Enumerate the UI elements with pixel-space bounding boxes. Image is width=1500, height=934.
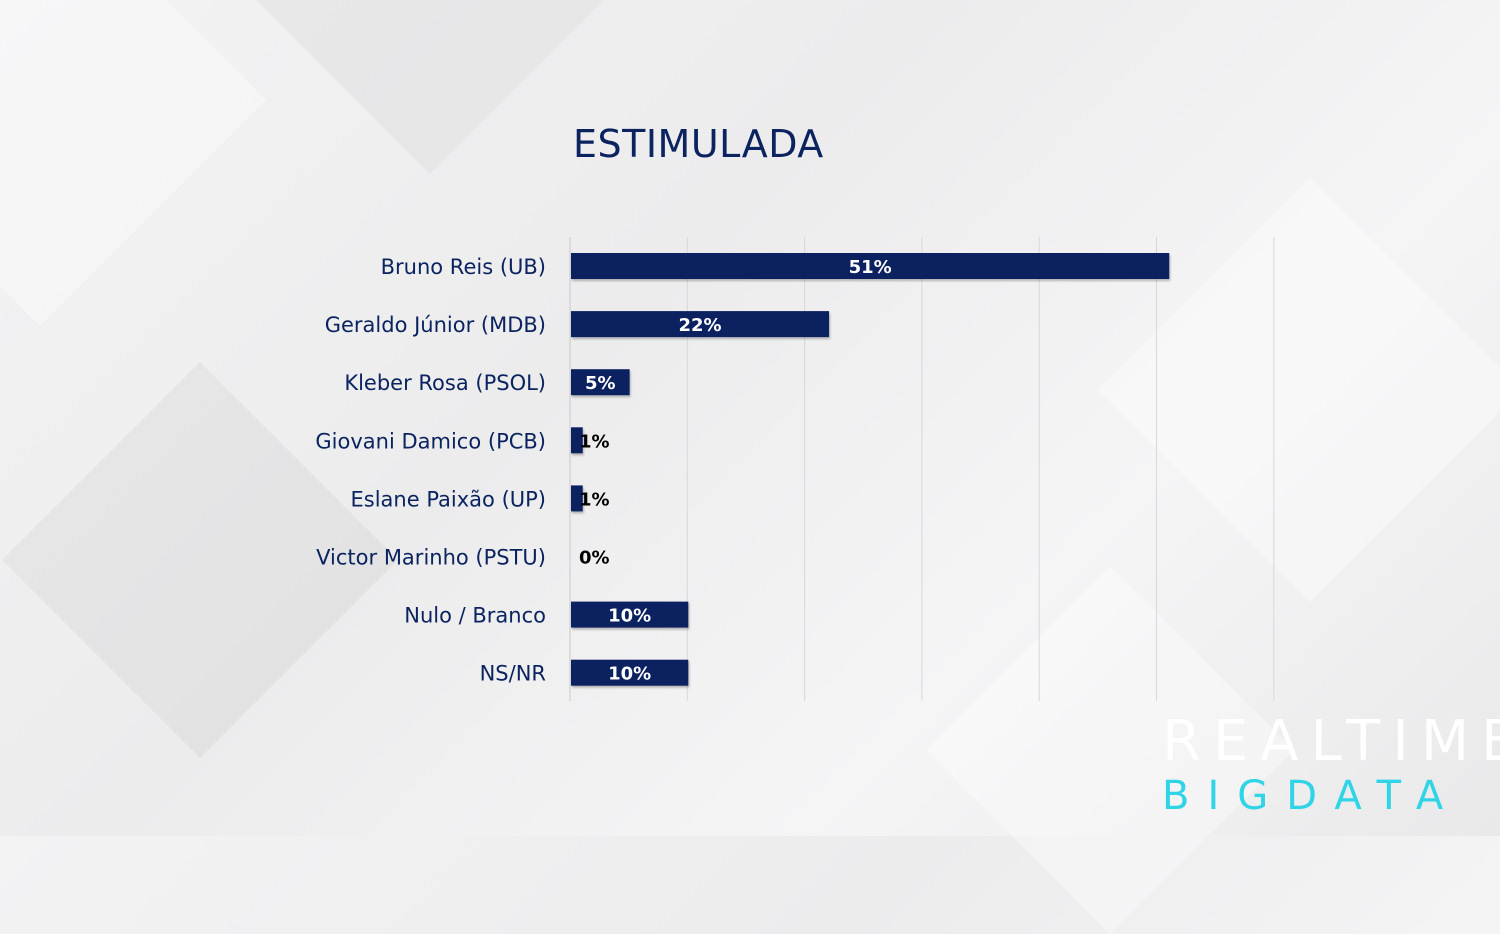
bar bbox=[571, 659, 689, 686]
category-label: Eslane Paixão (UP) bbox=[351, 487, 546, 511]
bar bbox=[571, 369, 630, 396]
category-label: Geraldo Júnior (MDB) bbox=[325, 313, 546, 337]
category-label: Giovani Damico (PCB) bbox=[315, 429, 546, 453]
value-label: 22% bbox=[678, 315, 721, 336]
category-labels: Bruno Reis (UB) Geraldo Júnior (MDB) Klebe… bbox=[315, 255, 546, 686]
chart-bars bbox=[571, 253, 1170, 686]
value-label: 1% bbox=[579, 431, 610, 452]
logo-line-1: REALTIME bbox=[1162, 709, 1500, 774]
bar bbox=[571, 311, 830, 338]
value-label: 0% bbox=[579, 548, 610, 569]
value-label: 1% bbox=[579, 489, 610, 510]
value-labels: 51% 22% 5% 1% 1% 0% 10% 10% bbox=[579, 257, 892, 685]
bar-chart: Bruno Reis (UB) Geraldo Júnior (MDB) Klebe… bbox=[315, 237, 1275, 701]
bar bbox=[571, 485, 583, 512]
category-label: Kleber Rosa (PSOL) bbox=[344, 371, 546, 395]
bar bbox=[571, 253, 1170, 279]
logo-line-2: BIGDATA bbox=[1162, 773, 1462, 819]
value-label: 10% bbox=[608, 606, 651, 627]
bar bbox=[571, 427, 583, 454]
chart-gridlines bbox=[569, 237, 1275, 701]
category-label: NS/NR bbox=[480, 662, 546, 686]
value-label: 5% bbox=[585, 373, 616, 394]
category-label: Nulo / Branco bbox=[404, 604, 546, 628]
category-label: Bruno Reis (UB) bbox=[381, 255, 546, 279]
value-label: 10% bbox=[608, 664, 651, 685]
value-label: 51% bbox=[849, 257, 892, 278]
chart-title: ESTIMULADA bbox=[573, 122, 824, 166]
bar bbox=[571, 601, 689, 628]
category-label: Victor Marinho (PSTU) bbox=[316, 546, 546, 570]
realtime-bigdata-logo: REALTIME BIGDATA bbox=[1162, 709, 1500, 819]
